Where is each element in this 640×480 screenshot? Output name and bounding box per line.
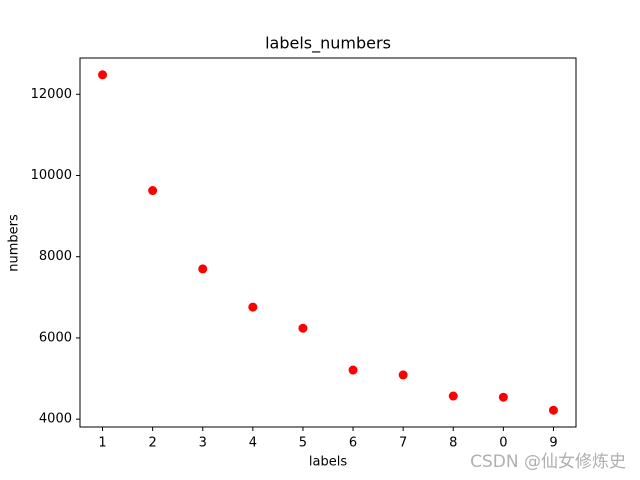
- x-tick-label: 3: [199, 436, 207, 451]
- y-tick-label: 12000: [31, 87, 72, 102]
- x-tick-label: 0: [499, 436, 507, 451]
- x-axis-label: labels: [309, 455, 347, 470]
- point: [548, 405, 558, 415]
- x-tick-label: 4: [249, 436, 257, 451]
- point: [448, 391, 458, 401]
- x-tick-label: 8: [449, 436, 457, 451]
- x-tick-label: 1: [98, 436, 106, 451]
- y-tick-label: 6000: [39, 330, 72, 345]
- x-tick-label: 7: [399, 436, 407, 451]
- x-tick-label: 2: [149, 436, 157, 451]
- point: [348, 365, 358, 375]
- y-tick-label: 4000: [39, 412, 72, 427]
- plot-frame: [79, 57, 577, 428]
- point: [298, 323, 308, 333]
- point: [398, 370, 408, 380]
- point: [148, 186, 158, 196]
- x-tick-label: 9: [549, 436, 557, 451]
- chart-title: labels_numbers: [265, 34, 391, 54]
- point: [498, 392, 508, 402]
- watermark: CSDN @仙女修炼史: [470, 452, 626, 472]
- y-tick-label: 8000: [39, 249, 72, 264]
- point: [198, 264, 208, 274]
- x-tick-label: 6: [349, 436, 357, 451]
- y-tick-label: 10000: [31, 168, 72, 183]
- y-axis-label: numbers: [7, 214, 22, 272]
- x-tick-label: 5: [299, 436, 307, 451]
- point: [98, 70, 108, 80]
- point: [248, 302, 258, 312]
